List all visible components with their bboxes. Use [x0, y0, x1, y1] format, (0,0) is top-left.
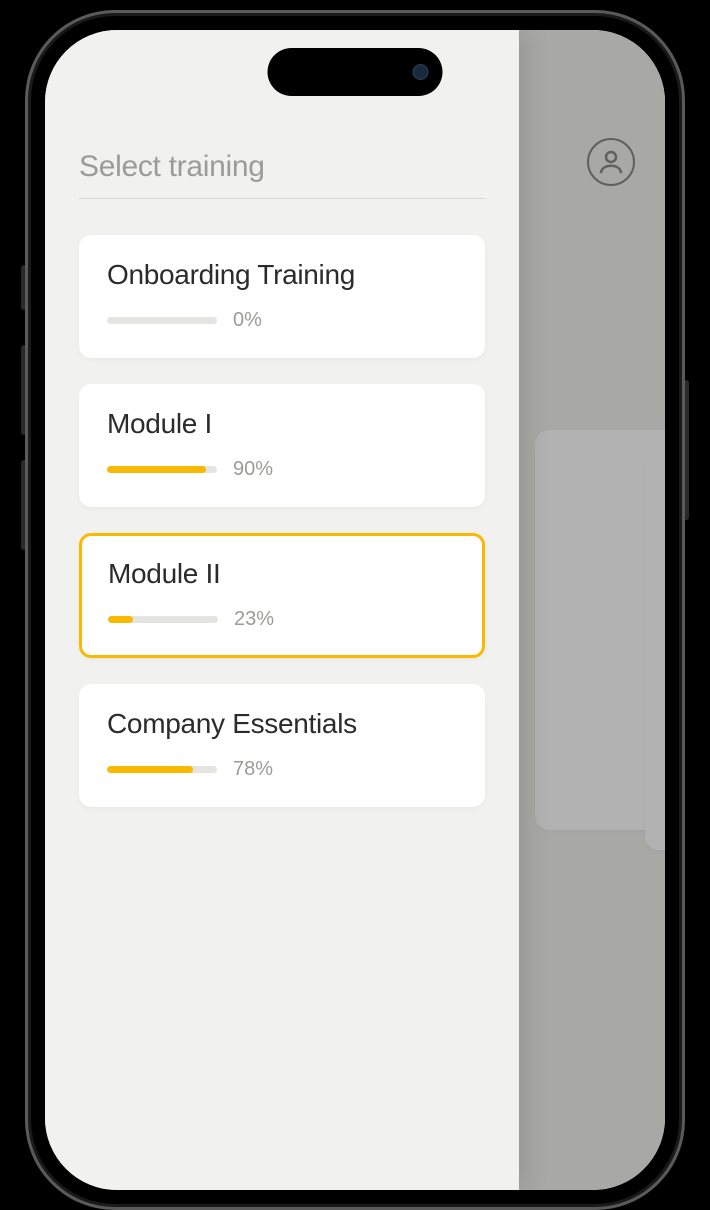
training-card-title: Company Essentials [107, 708, 457, 740]
progress-row: 78% [107, 758, 457, 781]
training-drawer: Select training Onboarding Training 0% Mod… [45, 30, 519, 1190]
training-card[interactable]: Onboarding Training 0% [79, 235, 485, 358]
progress-fill [108, 616, 133, 623]
training-card[interactable]: Company Essentials 78% [79, 684, 485, 807]
progress-track [107, 466, 217, 473]
progress-row: 90% [107, 458, 457, 481]
progress-track [108, 616, 218, 623]
training-card-title: Onboarding Training [107, 259, 457, 291]
phone-screen: Select training Onboarding Training 0% Mod… [45, 30, 665, 1190]
progress-label: 78% [233, 758, 273, 781]
training-card[interactable]: Module I 90% [79, 384, 485, 507]
progress-row: 23% [108, 608, 456, 631]
progress-fill [107, 766, 193, 773]
dynamic-island [268, 48, 443, 96]
progress-track [107, 317, 217, 324]
camera-icon [413, 64, 429, 80]
progress-fill [107, 466, 206, 473]
progress-label: 90% [233, 458, 273, 481]
phone-frame: Select training Onboarding Training 0% Mod… [25, 10, 685, 1210]
progress-row: 0% [107, 309, 457, 332]
training-card-title: Module II [108, 558, 456, 590]
progress-label: 23% [234, 608, 274, 631]
training-card-title: Module I [107, 408, 457, 440]
drawer-title: Select training [79, 150, 485, 199]
training-card[interactable]: Module II 23% [79, 533, 485, 658]
progress-track [107, 766, 217, 773]
progress-label: 0% [233, 309, 262, 332]
